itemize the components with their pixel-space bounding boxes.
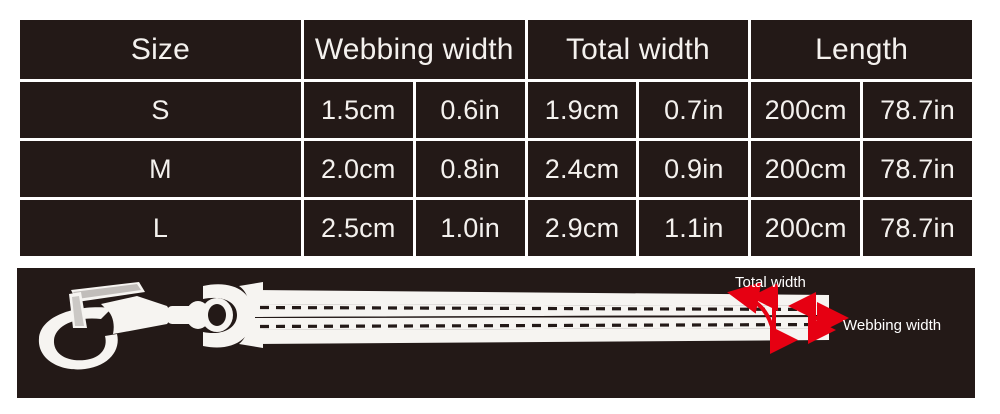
- cell-total-in: 0.7in: [639, 82, 749, 138]
- cell-total-in: 0.9in: [639, 141, 749, 197]
- cell-webbing-in: 1.0in: [415, 200, 525, 256]
- header-length: Length: [751, 20, 972, 79]
- webbing-width-arrow-icon: [788, 292, 849, 344]
- cell-webbing-cm: 2.0cm: [303, 141, 413, 197]
- curved-leader-arrow-icon: [727, 282, 776, 335]
- header-size: Size: [20, 20, 301, 79]
- cell-size: S: [20, 82, 301, 138]
- annotation-total-width: Total width: [735, 274, 806, 291]
- cell-webbing-in: 0.6in: [415, 82, 525, 138]
- header-total-width: Total width: [527, 20, 749, 79]
- size-chart-table: Size Webbing width Total width Length S …: [17, 17, 975, 259]
- cell-length-in: 78.7in: [863, 82, 972, 138]
- cell-total-cm: 2.4cm: [527, 141, 637, 197]
- snap-hook-icon: [38, 282, 197, 370]
- annotation-webbing-width: Webbing width: [843, 317, 942, 334]
- table-row: S 1.5cm 0.6in 1.9cm 0.7in 200cm 78.7in: [20, 82, 972, 138]
- cell-size: L: [20, 200, 301, 256]
- cell-length-cm: 200cm: [751, 141, 861, 197]
- cell-webbing-in: 0.8in: [415, 141, 525, 197]
- cell-total-cm: 1.9cm: [527, 82, 637, 138]
- cell-webbing-cm: 2.5cm: [303, 200, 413, 256]
- header-webbing-width: Webbing width: [303, 20, 525, 79]
- cell-length-in: 78.7in: [863, 200, 972, 256]
- table-header-row: Size Webbing width Total width Length: [20, 20, 972, 79]
- cell-length-cm: 200cm: [751, 200, 861, 256]
- cell-size: M: [20, 141, 301, 197]
- table-row: L 2.5cm 1.0in 2.9cm 1.1in 200cm 78.7in: [20, 200, 972, 256]
- cell-total-in: 1.1in: [639, 200, 749, 256]
- leash-illustration: [38, 282, 849, 370]
- cell-webbing-cm: 1.5cm: [303, 82, 413, 138]
- cell-total-cm: 2.9cm: [527, 200, 637, 256]
- swivel-joint-icon: [186, 282, 263, 348]
- cell-length-cm: 200cm: [751, 82, 861, 138]
- leash-diagram-panel: Total width Webbing width: [17, 268, 975, 398]
- cell-length-in: 78.7in: [863, 141, 972, 197]
- table-row: M 2.0cm 0.8in 2.4cm 0.9in 200cm 78.7in: [20, 141, 972, 197]
